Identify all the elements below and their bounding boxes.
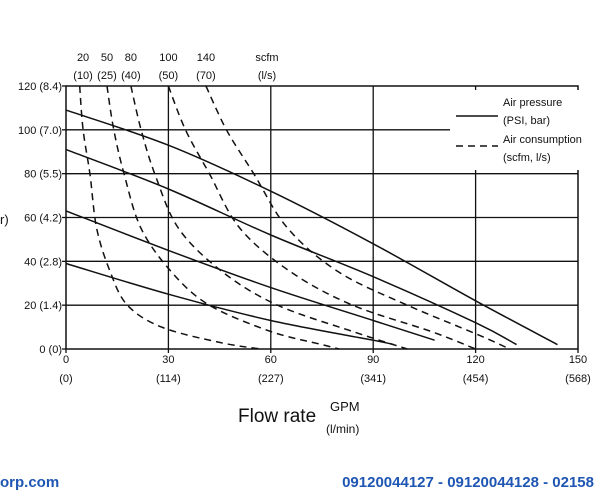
top-scale-tick-label: 80 (125, 52, 137, 64)
x-tick-label: 150 (569, 354, 587, 366)
tick-labels: 0 (0) 30 (114) 60 (227) 90 (341) 120 (454) 150 (568… (18, 81, 591, 385)
x-tick-metric-label: (454) (463, 373, 489, 385)
top-scale-tick-metric: (25) (97, 70, 117, 82)
x-tick-label: 120 (466, 354, 484, 366)
x-tick-metric-label: (0) (59, 373, 72, 385)
y-tick-label: 20 (1.4) (24, 300, 62, 312)
y-tick-label: 100 (7.0) (18, 125, 62, 137)
top-scale-unit: scfm (255, 52, 278, 64)
top-scale-unit-metric: (l/s) (258, 70, 276, 82)
top-scale-tick-metric: (70) (196, 70, 216, 82)
x-tick-metric-label: (114) (156, 373, 181, 385)
x-axis-unit-metric: (l/min) (326, 422, 359, 436)
top-scale-tick-metric: (50) (159, 70, 179, 82)
top-scale-tick-metric: (10) (73, 70, 93, 82)
grid (62, 85, 579, 353)
legend-air-consumption-label: Air consumption (503, 134, 582, 146)
legend-air-consumption-sublabel: (scfm, l/s) (503, 152, 551, 164)
footer-phone-numbers: 09120044127 - 09120044128 - 02158 (342, 474, 594, 491)
legend-air-pressure-sublabel: (PSI, bar) (503, 115, 550, 127)
series-layer (65, 85, 558, 350)
top-scale-tick-label: 20 (77, 52, 89, 64)
legend: Air pressure (PSI, bar) Air consumption … (450, 90, 582, 170)
x-tick-metric-label: (227) (258, 373, 284, 385)
x-tick-label: 30 (162, 354, 174, 366)
x-tick-label: 90 (367, 354, 379, 366)
x-axis-unit: GPM (330, 399, 360, 414)
y-tick-label: 80 (5.5) (24, 169, 62, 181)
top-scale-tick-label: 140 (197, 52, 215, 64)
air-pressure-curve-0 (65, 109, 558, 346)
y-axis-label-fragment: r) (0, 212, 9, 227)
air-pressure-curve-3 (65, 262, 394, 346)
plot-frame (65, 85, 579, 350)
y-tick-label: 120 (8.4) (18, 81, 62, 93)
legend-air-pressure-label: Air pressure (503, 97, 562, 109)
top-scale-tick-label: 50 (101, 52, 113, 64)
y-tick-label: 60 (4.2) (24, 213, 62, 225)
top-scfm-scale: 20 (10) 50 (25) 80 (40) 100 (50) 140 (70) scfm (l/s… (73, 52, 278, 82)
x-tick-metric-label: (341) (360, 373, 386, 385)
top-scale-tick-metric: (40) (121, 70, 141, 82)
x-axis-label: Flow rate (238, 406, 316, 427)
x-tick-label: 60 (265, 354, 277, 366)
air-consumption-curve-6 (130, 85, 408, 350)
air-pressure-curve-1 (65, 148, 517, 346)
air-consumption-curve-8 (205, 85, 511, 350)
air-pressure-curve-2 (65, 210, 435, 341)
top-scale-tick-label: 100 (159, 52, 177, 64)
y-tick-label: 40 (2.8) (24, 256, 62, 268)
y-tick-label: 0 (0) (39, 344, 62, 356)
air-consumption-curve-7 (167, 85, 476, 350)
x-tick-label: 0 (63, 354, 69, 366)
x-tick-metric-label: (568) (565, 373, 591, 385)
footer-website: orp.com (0, 474, 60, 491)
